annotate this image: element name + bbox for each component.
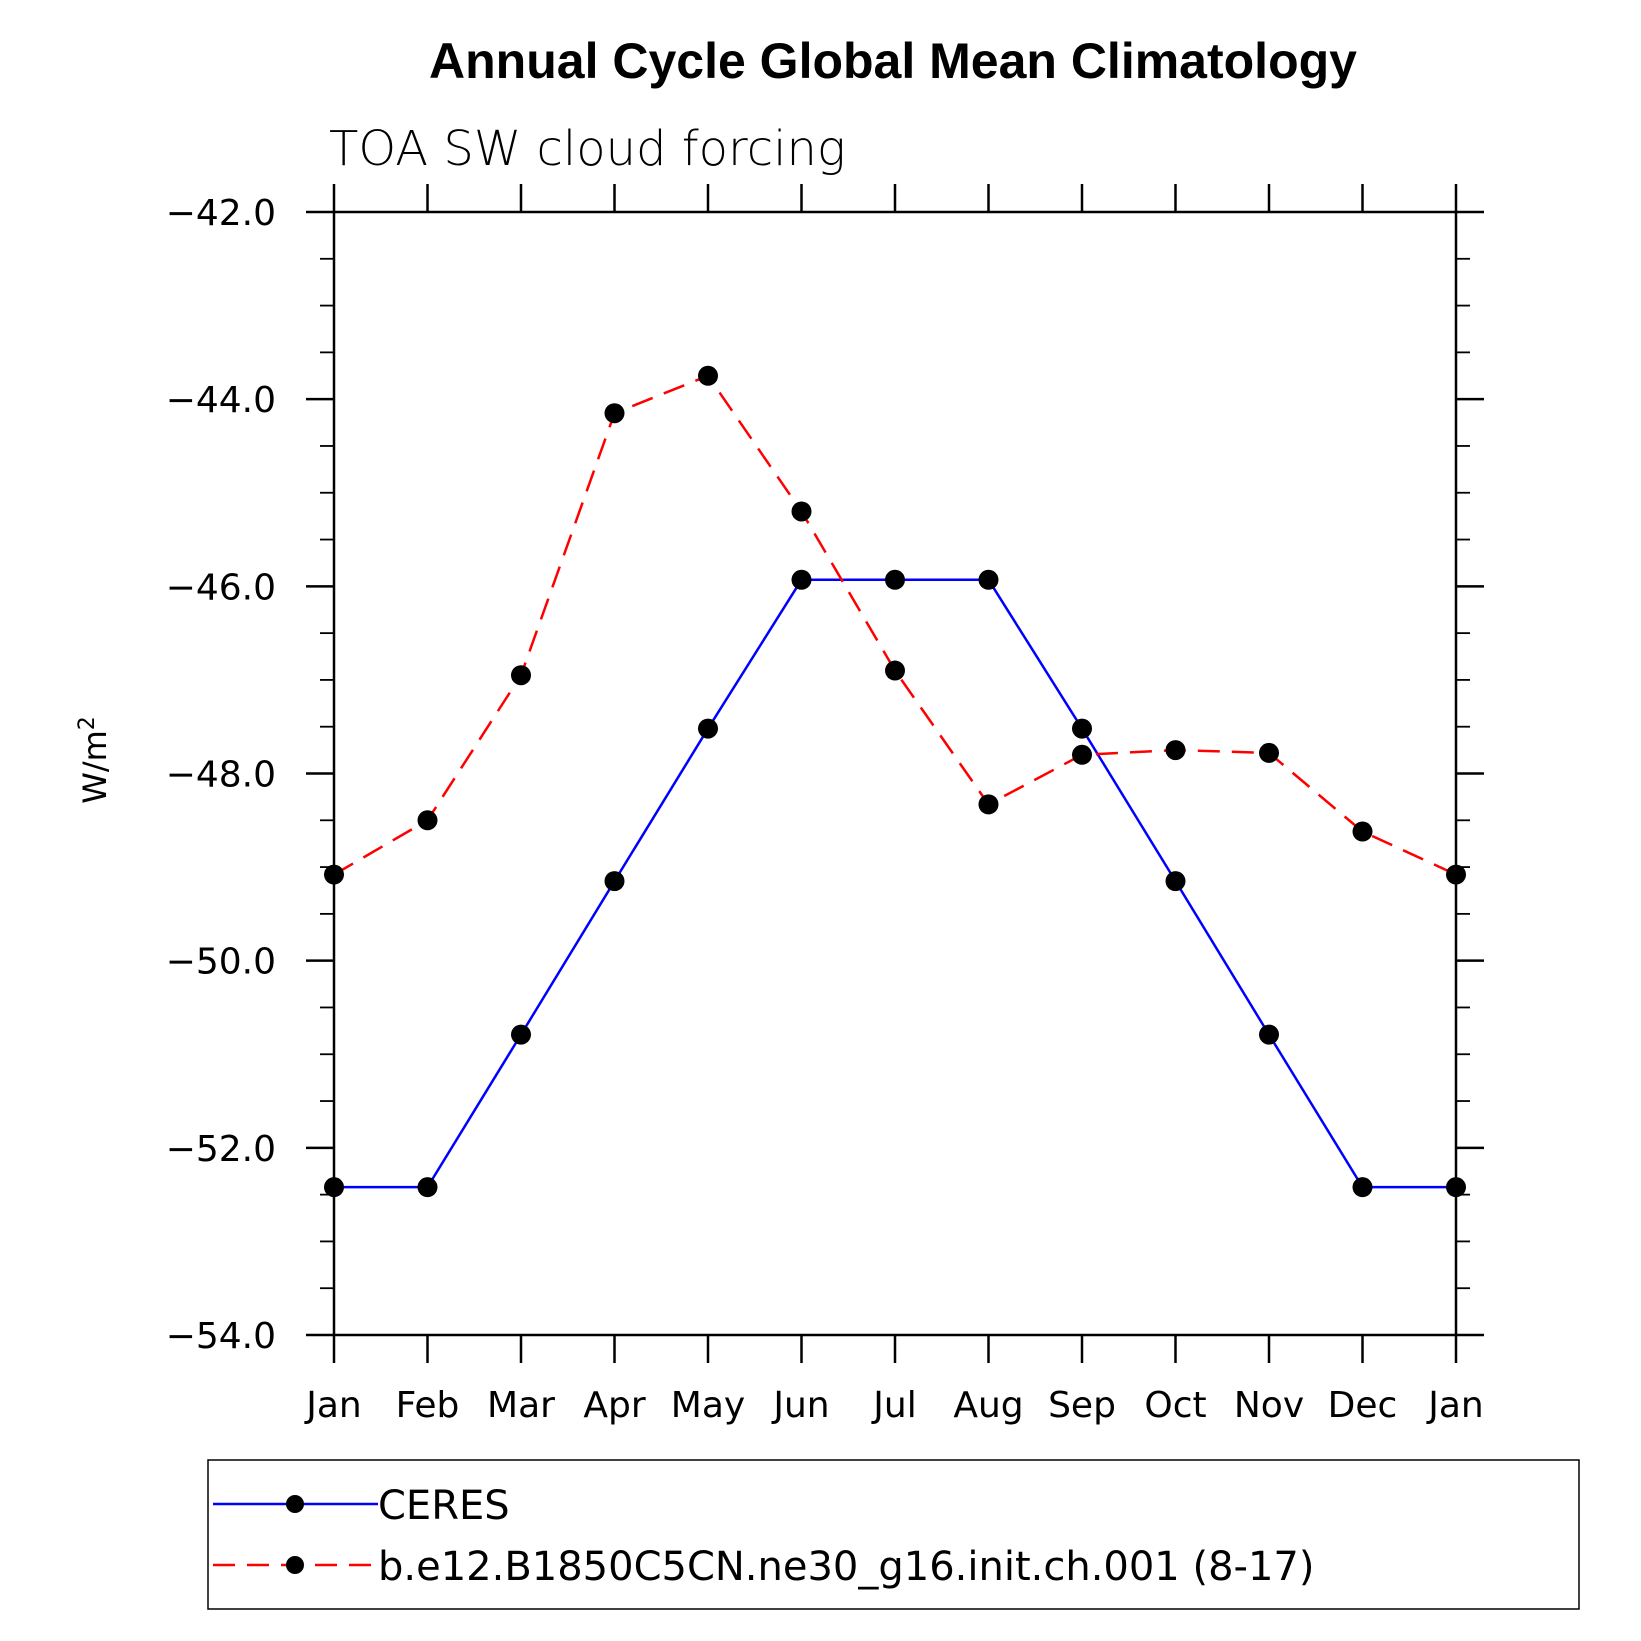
plot-border	[332, 210, 1458, 1337]
data-point-series-0	[978, 569, 999, 590]
x-tick-label: Oct	[1144, 1385, 1206, 1426]
chart-title: Annual Cycle Global Mean Climatology	[429, 33, 1357, 89]
y-tick-label: −54.0	[166, 1316, 276, 1357]
data-point-series-1	[1446, 864, 1466, 885]
x-tick-label: Jun	[771, 1385, 829, 1426]
x-tick-label: Jan	[304, 1385, 362, 1426]
data-point-series-1	[417, 810, 438, 831]
data-point-series-1	[698, 365, 718, 386]
y-axis-label-main: W/m	[76, 730, 114, 804]
series-line-1	[333, 374, 1457, 876]
data-point-series-1	[1165, 740, 1186, 761]
legend-label-model: b.e12.B1850C5CN.ne30_g16.init.ch.001 (8-…	[378, 1544, 1314, 1590]
data-point-series-0	[698, 718, 718, 739]
legend-label-ceres: CERES	[378, 1483, 510, 1529]
data-point-series-1	[511, 665, 531, 686]
y-axis-label-superscript: 2	[75, 716, 100, 730]
y-tick-label: −52.0	[166, 1129, 276, 1170]
legend-box	[207, 1459, 1580, 1610]
x-tick-label: May	[671, 1385, 745, 1426]
data-point-series-1	[791, 501, 812, 522]
x-tick-label: Mar	[487, 1385, 555, 1426]
y-tick-label: −44.0	[166, 380, 276, 421]
data-point-series-1	[978, 794, 999, 815]
data-point-series-0	[1165, 871, 1186, 892]
series-layer	[324, 365, 1466, 1198]
legend-marker-ceres	[286, 1495, 304, 1513]
data-point-series-0	[604, 871, 625, 892]
x-tick-label: Nov	[1234, 1385, 1304, 1426]
y-axis-label: W/m2	[75, 716, 114, 804]
data-point-series-1	[1259, 742, 1279, 763]
y-tick-label: −48.0	[166, 755, 276, 796]
legend: CERES b.e12.B1850C5CN.ne30_g16.init.ch.0…	[207, 1459, 1580, 1610]
data-point-series-0	[1259, 1024, 1279, 1045]
x-tick-label: Dec	[1328, 1385, 1398, 1426]
x-tick-label: Sep	[1048, 1385, 1116, 1426]
data-point-series-1	[1072, 744, 1092, 765]
data-point-series-0	[791, 569, 812, 590]
data-point-series-1	[1352, 821, 1373, 842]
chart-subtitle: TOA SW cloud forcing	[329, 121, 846, 177]
data-point-series-0	[1072, 718, 1092, 739]
data-point-series-0	[1446, 1177, 1466, 1198]
x-tick-label: Apr	[583, 1385, 645, 1426]
y-axis: −42.0 −44.0 −46.0 −48.0 −50.0 −52.0 −54.0	[166, 193, 1484, 1357]
legend-marker-model	[286, 1556, 304, 1574]
x-tick-label: Jul	[871, 1385, 916, 1426]
data-point-series-1	[885, 660, 905, 681]
data-point-series-0	[885, 569, 905, 590]
x-axis: Jan Feb Mar Apr May Jun Jul Aug Sep Oct Nov Dec Jan	[304, 184, 1484, 1426]
x-tick-label: Feb	[396, 1385, 460, 1426]
data-point-series-0	[324, 1177, 344, 1198]
data-point-series-1	[324, 864, 344, 885]
y-tick-label: −42.0	[166, 193, 276, 234]
x-tick-label: Jan	[1426, 1385, 1484, 1426]
y-tick-label: −50.0	[166, 942, 276, 983]
data-point-series-0	[511, 1024, 531, 1045]
y-tick-label: −46.0	[166, 567, 276, 608]
x-tick-label: Aug	[953, 1385, 1023, 1426]
data-point-series-0	[1352, 1177, 1373, 1198]
data-point-series-0	[417, 1177, 438, 1198]
plot-frame	[332, 210, 1458, 1337]
data-point-series-1	[604, 403, 625, 424]
